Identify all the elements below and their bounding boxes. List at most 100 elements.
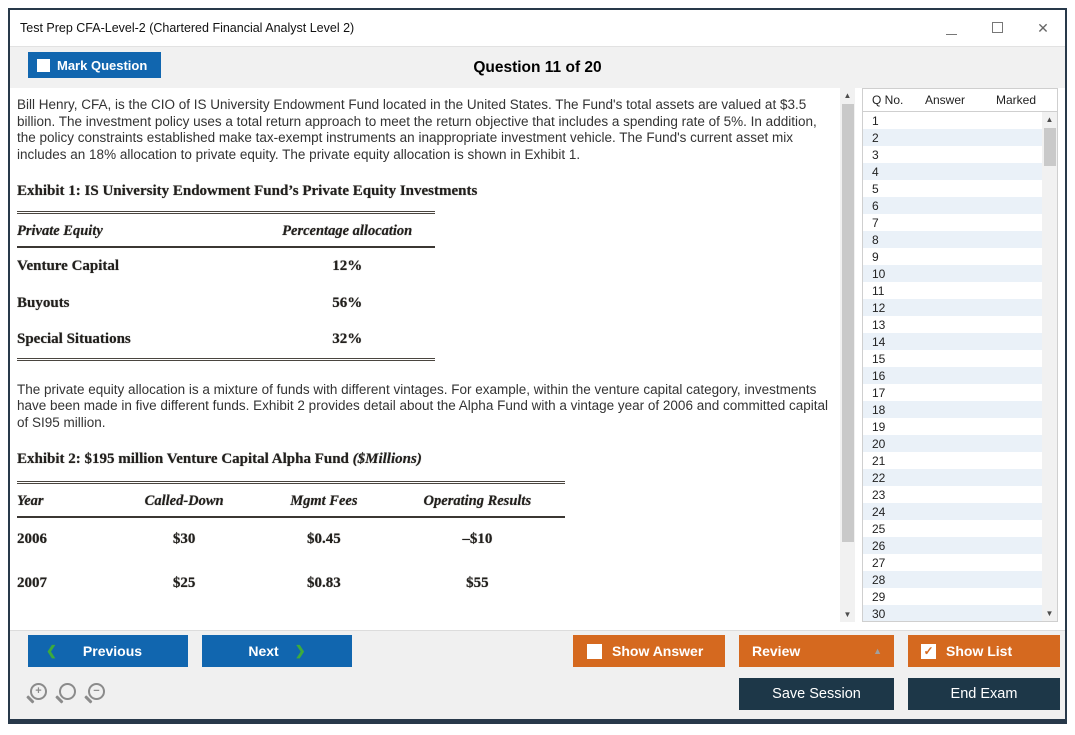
scroll-down-icon[interactable]: ▼ xyxy=(1045,609,1054,618)
question-counter: Question 11 of 20 xyxy=(473,59,602,76)
zoom-out-icon[interactable]: − xyxy=(88,683,105,700)
question-row[interactable]: 30 xyxy=(863,605,1043,621)
question-row[interactable]: 24 xyxy=(863,503,1043,520)
scroll-down-icon[interactable]: ▼ xyxy=(843,610,852,619)
question-number: 12 xyxy=(872,300,886,315)
question-row[interactable]: 20 xyxy=(863,435,1043,452)
show-list-checkbox[interactable]: ✓ xyxy=(921,643,936,659)
list-scroll-thumb[interactable] xyxy=(1043,128,1056,166)
scroll-up-icon[interactable]: ▲ xyxy=(1045,115,1054,124)
question-content: Bill Henry, CFA, is the CIO of IS Univer… xyxy=(17,88,839,622)
question-row[interactable]: 17 xyxy=(863,384,1043,401)
show-list-button[interactable]: ✓ Show List xyxy=(908,635,1060,667)
question-row[interactable]: 22 xyxy=(863,469,1043,486)
question-number: 7 xyxy=(872,215,879,230)
zoom-reset-icon[interactable] xyxy=(59,683,76,700)
question-row[interactable]: 28 xyxy=(863,571,1043,588)
content-scroll-thumb[interactable] xyxy=(841,104,854,542)
exhibit1-header: Private Equity Percentage allocation xyxy=(17,212,435,247)
show-list-label: Show List xyxy=(946,643,1013,659)
save-session-button[interactable]: Save Session xyxy=(739,678,894,710)
next-label: Next xyxy=(248,643,279,659)
question-paragraph-1: Bill Henry, CFA, is the CIO of IS Univer… xyxy=(17,97,817,162)
question-content-panel: Bill Henry, CFA, is the CIO of IS Univer… xyxy=(10,88,856,622)
previous-button[interactable]: ❮ Previous xyxy=(28,635,188,667)
question-row[interactable]: 18 xyxy=(863,401,1043,418)
question-row[interactable]: 27 xyxy=(863,554,1043,571)
exhibit2-cell: 2007 xyxy=(17,574,47,591)
review-label: Review xyxy=(752,643,801,659)
mark-question-checkbox[interactable] xyxy=(37,58,50,72)
maximize-icon[interactable] xyxy=(989,20,1005,36)
app-window: Test Prep CFA-Level-2 (Chartered Financi… xyxy=(8,8,1067,724)
question-number: 6 xyxy=(872,198,879,213)
col-header-answer: Answer xyxy=(925,93,966,107)
question-row[interactable]: 6 xyxy=(863,197,1043,214)
question-row[interactable]: 13 xyxy=(863,316,1043,333)
question-row[interactable]: 5 xyxy=(863,180,1043,197)
mark-question-button[interactable]: Mark Question xyxy=(28,52,162,78)
review-dropdown[interactable]: Review ▲ xyxy=(739,635,894,667)
question-row[interactable]: 8 xyxy=(863,231,1043,248)
question-row[interactable]: 7 xyxy=(863,214,1043,231)
question-row[interactable]: 10 xyxy=(863,265,1043,282)
zoom-in-icon[interactable]: + xyxy=(30,683,47,700)
question-number: 30 xyxy=(872,606,886,621)
question-list-header: Q No. Answer Marked xyxy=(863,89,1057,112)
exhibit1-cell: 56% xyxy=(332,294,363,311)
question-row[interactable]: 19 xyxy=(863,418,1043,435)
question-row[interactable]: 4 xyxy=(863,163,1043,180)
exhibit2-title: Exhibit 2: $195 million Venture Capital … xyxy=(17,451,422,467)
previous-label: Previous xyxy=(82,643,143,659)
question-number: 21 xyxy=(872,453,886,468)
content-scrollbar[interactable]: ▲ ▼ xyxy=(840,88,855,622)
question-row[interactable]: 26 xyxy=(863,537,1043,554)
question-number: 18 xyxy=(872,402,886,417)
exhibit1-cell: 32% xyxy=(332,331,363,347)
question-row[interactable]: 14 xyxy=(863,333,1043,350)
exhibit2-col-header: Mgmt Fees xyxy=(290,492,358,509)
question-row[interactable]: 25 xyxy=(863,520,1043,537)
end-exam-button[interactable]: End Exam xyxy=(908,678,1060,710)
exhibit2-cell: $25 xyxy=(172,574,196,591)
exhibit1-row: Special Situations 32% xyxy=(17,321,435,359)
question-list-scrollbar[interactable]: ▲ ▼ xyxy=(1042,112,1057,621)
question-number: 2 xyxy=(872,130,879,145)
exhibit1-cell: Buyouts xyxy=(17,294,70,311)
col-header-qno: Q No. xyxy=(872,93,904,107)
question-row[interactable]: 3 xyxy=(863,146,1043,163)
question-row[interactable]: 16 xyxy=(863,367,1043,384)
exhibit2-cell: $0.83 xyxy=(306,574,341,591)
question-row[interactable]: 23 xyxy=(863,486,1043,503)
question-number: 29 xyxy=(872,589,886,604)
question-row[interactable]: 1 xyxy=(863,112,1043,129)
window-controls: ✕ xyxy=(943,10,1051,46)
show-answer-button[interactable]: Show Answer xyxy=(573,635,725,667)
exhibit2-col-header: Year xyxy=(17,492,44,509)
question-row[interactable]: 21 xyxy=(863,452,1043,469)
mark-question-label: Mark Question xyxy=(57,57,148,73)
question-row[interactable]: 2 xyxy=(863,129,1043,146)
col-header-marked: Marked xyxy=(996,93,1037,107)
exhibit2-header: Year Called-Down Mgmt Fees Operating Res… xyxy=(17,482,565,517)
exhibit1-cell: Special Situations xyxy=(17,331,131,347)
question-row[interactable]: 29 xyxy=(863,588,1043,605)
question-paragraph-2: The private equity allocation is a mixtu… xyxy=(17,381,829,430)
scroll-up-icon[interactable]: ▲ xyxy=(843,91,852,100)
exhibit2-row: 2007 $25 $0.83 $55 xyxy=(17,562,565,606)
close-icon[interactable]: ✕ xyxy=(1037,19,1049,36)
minimize-icon[interactable] xyxy=(943,20,959,36)
exhibit1-col-header: Private Equity xyxy=(17,222,103,239)
exhibit2-cell: –$10 xyxy=(462,531,493,547)
exhibit2-cell: $0.45 xyxy=(306,531,341,547)
next-button[interactable]: Next ❯ xyxy=(202,635,352,667)
question-row[interactable]: 11 xyxy=(863,282,1043,299)
question-row[interactable]: 9 xyxy=(863,248,1043,265)
exhibit2-cell: 2006 xyxy=(17,531,47,547)
question-row[interactable]: 15 xyxy=(863,350,1043,367)
question-row[interactable]: 12 xyxy=(863,299,1043,316)
exhibit1-cell: Venture Capital xyxy=(17,258,120,274)
question-number: 17 xyxy=(872,385,886,400)
exhibit1-col-header: Percentage allocation xyxy=(282,222,413,239)
show-answer-checkbox[interactable] xyxy=(587,643,602,659)
